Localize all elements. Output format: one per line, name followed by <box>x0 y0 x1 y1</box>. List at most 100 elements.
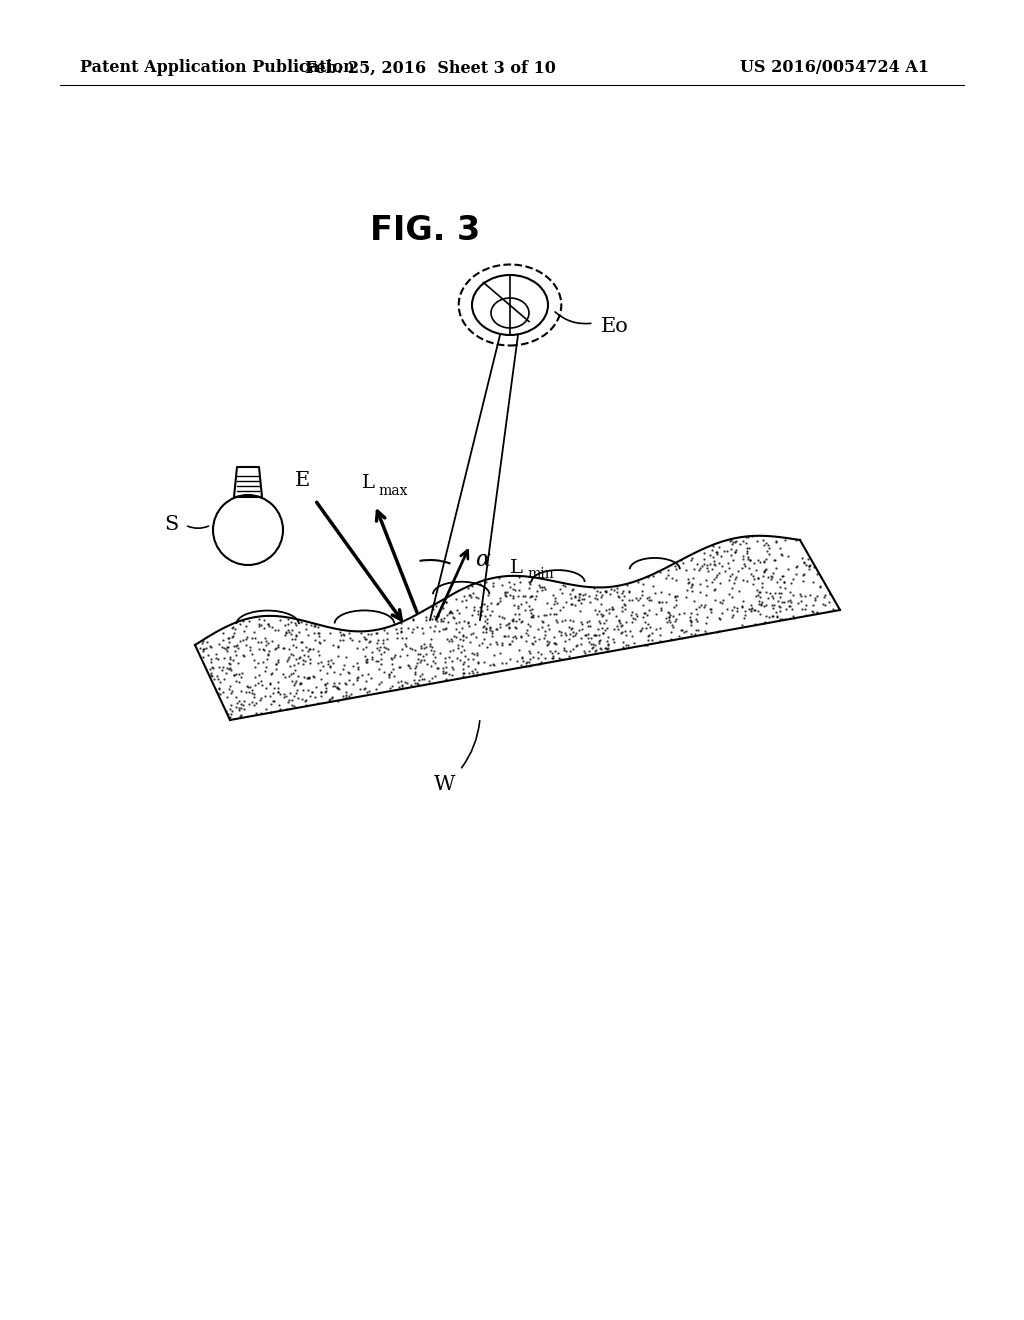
Point <box>633 619 649 640</box>
Point <box>396 672 413 693</box>
Point <box>330 677 346 698</box>
Point <box>223 700 240 721</box>
Point <box>311 626 328 647</box>
Point <box>341 669 357 690</box>
Point <box>756 561 772 582</box>
Point <box>639 587 655 609</box>
Point <box>501 616 517 638</box>
Point <box>495 606 511 627</box>
Point <box>758 558 774 579</box>
Point <box>385 659 401 680</box>
Point <box>592 630 608 651</box>
Point <box>527 589 544 610</box>
Point <box>222 647 239 668</box>
Point <box>511 572 527 593</box>
Point <box>432 597 449 618</box>
Point <box>306 623 323 644</box>
Point <box>618 611 635 632</box>
Point <box>616 620 633 642</box>
Point <box>807 587 823 609</box>
Point <box>283 682 299 704</box>
Point <box>534 576 550 597</box>
Point <box>456 611 472 632</box>
Point <box>475 622 492 643</box>
Point <box>369 638 385 659</box>
Point <box>497 581 513 602</box>
Point <box>817 594 834 615</box>
Point <box>199 631 215 652</box>
Text: max: max <box>378 484 408 498</box>
Point <box>505 609 521 630</box>
Point <box>224 627 241 648</box>
Point <box>583 634 599 655</box>
Point <box>222 648 239 669</box>
Point <box>229 638 246 659</box>
Point <box>785 568 802 589</box>
Point <box>240 627 256 648</box>
Point <box>593 639 609 660</box>
Point <box>488 618 505 639</box>
Point <box>238 681 254 702</box>
Point <box>518 656 535 677</box>
Point <box>537 620 553 642</box>
Point <box>466 599 482 620</box>
Point <box>482 593 499 614</box>
Point <box>708 590 724 611</box>
Point <box>779 545 796 566</box>
Point <box>427 615 443 636</box>
Point <box>742 550 759 572</box>
Point <box>503 648 519 669</box>
Point <box>496 607 512 628</box>
Point <box>253 688 269 709</box>
Point <box>771 583 787 605</box>
Point <box>488 632 505 653</box>
Point <box>220 652 237 673</box>
Point <box>280 614 296 635</box>
Point <box>787 564 804 585</box>
Point <box>394 675 411 696</box>
Point <box>306 667 323 688</box>
Point <box>821 601 838 622</box>
Point <box>330 636 346 657</box>
Point <box>270 681 287 702</box>
Point <box>244 692 260 713</box>
Point <box>637 602 653 623</box>
Point <box>637 611 653 632</box>
Point <box>295 653 311 675</box>
Point <box>440 631 457 652</box>
Point <box>256 618 272 639</box>
Point <box>389 623 406 644</box>
Point <box>550 643 566 664</box>
Point <box>256 610 272 631</box>
Point <box>373 672 389 693</box>
Point <box>774 591 791 612</box>
Point <box>355 627 372 648</box>
Point <box>673 549 689 570</box>
Point <box>724 533 740 554</box>
Point <box>593 586 609 607</box>
Point <box>214 659 230 680</box>
Point <box>721 570 737 591</box>
Point <box>754 577 770 598</box>
Point <box>756 550 772 572</box>
Point <box>309 616 326 638</box>
Point <box>790 556 806 577</box>
Point <box>750 583 766 605</box>
Point <box>501 612 517 634</box>
Point <box>568 635 585 656</box>
Point <box>376 642 392 663</box>
Text: FIG. 3: FIG. 3 <box>370 214 480 247</box>
Point <box>727 541 743 562</box>
Point <box>392 645 409 667</box>
Point <box>766 583 782 605</box>
Point <box>621 589 637 610</box>
Point <box>301 638 317 659</box>
Point <box>433 609 450 630</box>
Point <box>639 626 655 647</box>
Point <box>244 678 260 700</box>
Point <box>693 556 710 577</box>
Point <box>285 663 301 684</box>
Point <box>392 620 409 642</box>
Point <box>557 610 573 631</box>
Point <box>689 619 706 640</box>
